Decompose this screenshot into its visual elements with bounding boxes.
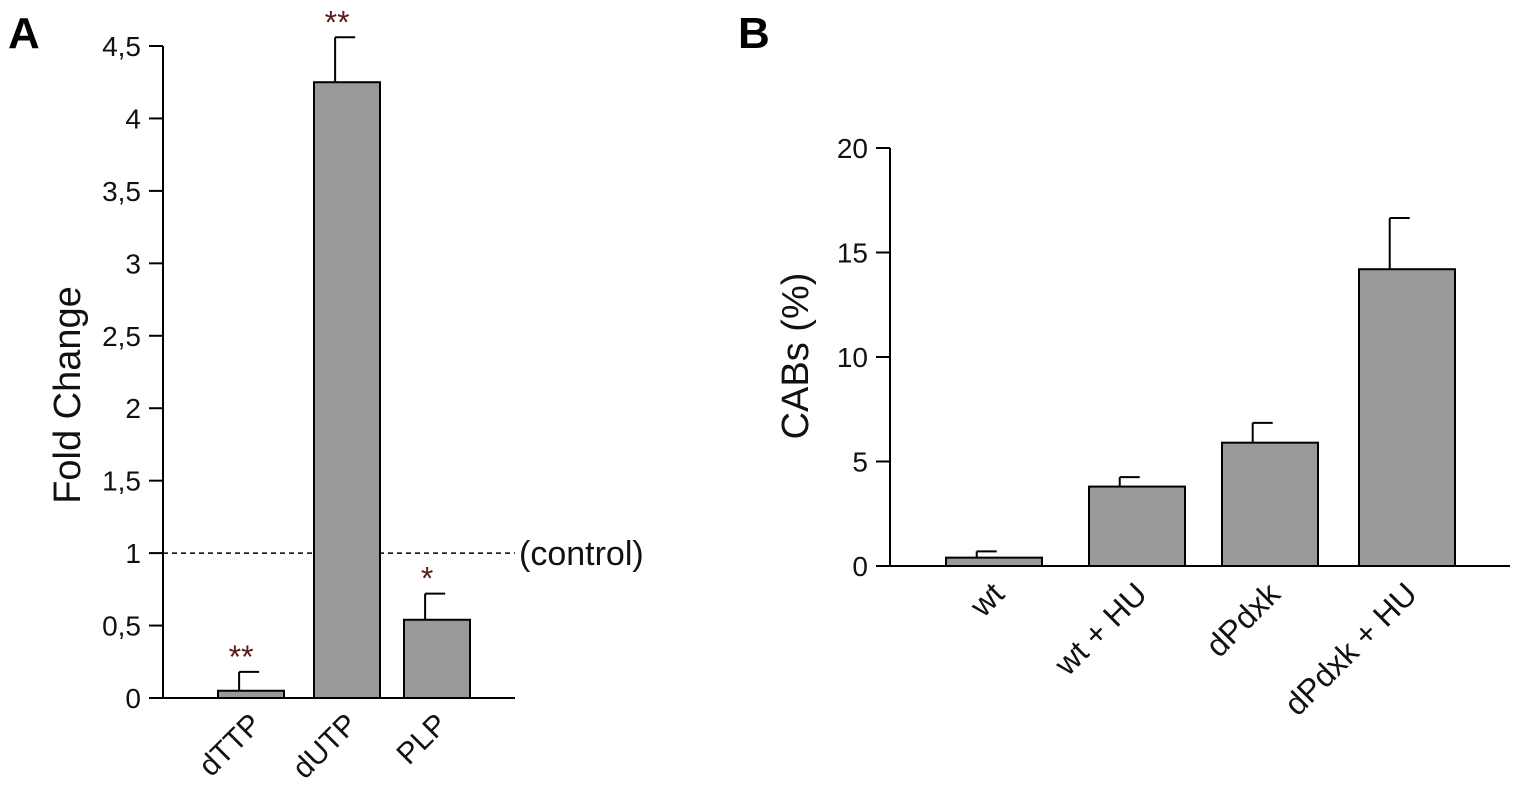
x-tick-label: dPdxk + HU — [1277, 575, 1424, 722]
bar-dpdxk-hu — [1358, 268, 1456, 567]
y-tick-label: 15 — [837, 238, 868, 269]
panel-b-y-axis-title: CABs (%) — [775, 273, 817, 440]
y-tick-label: 2 — [125, 393, 141, 424]
y-tick-label: 0,5 — [102, 611, 141, 642]
y-tick-label: 0 — [125, 683, 141, 714]
y-tick-label: 3,5 — [102, 176, 141, 207]
y-tick-label: 20 — [837, 133, 868, 164]
bar-dutp — [313, 81, 381, 699]
bar-plp — [403, 618, 471, 700]
x-tick-label: wt — [962, 575, 1011, 624]
y-tick-label: 4 — [125, 103, 141, 134]
y-tick-label: 3 — [125, 248, 141, 279]
x-tick-label: dPdxk — [1199, 575, 1288, 664]
x-tick-label: dTTP — [193, 708, 268, 783]
x-tick-label: PLP — [391, 708, 454, 771]
y-tick-label: 1,5 — [102, 466, 141, 497]
x-tick-label: wt + HU — [1047, 575, 1154, 682]
y-tick-label: 0 — [852, 551, 868, 582]
y-tick-label: 5 — [852, 447, 868, 478]
bar-dpdxk — [1221, 441, 1319, 567]
x-tick-label: dUTP — [286, 708, 364, 786]
panel-a-y-axis-title: Fold Change — [47, 286, 89, 504]
y-tick-label: 4,5 — [102, 31, 141, 62]
panel-a-label: A — [8, 9, 40, 58]
significance-marker: * — [421, 561, 433, 597]
panel-a: A Fold Change 0 0,5 1 1,5 2 2,5 3 3,5 4 4,5 (contr… — [8, 4, 644, 785]
control-reference-label: (control) — [519, 535, 644, 573]
panel-a-plot-area: 0 0,5 1 1,5 2 2,5 3 3,5 4 4,5 (control) ** dTTP ** dUT… — [102, 4, 644, 785]
y-tick-label: 10 — [837, 342, 868, 373]
y-tick-label: 1 — [125, 538, 141, 569]
y-tick-label: 2,5 — [102, 321, 141, 352]
bar-dttp — [217, 689, 285, 699]
panel-b-label: B — [738, 9, 770, 58]
significance-marker: ** — [325, 4, 350, 40]
bar-wt-hu — [1088, 485, 1186, 567]
bar-wt — [945, 556, 1043, 568]
significance-marker: ** — [229, 639, 254, 675]
